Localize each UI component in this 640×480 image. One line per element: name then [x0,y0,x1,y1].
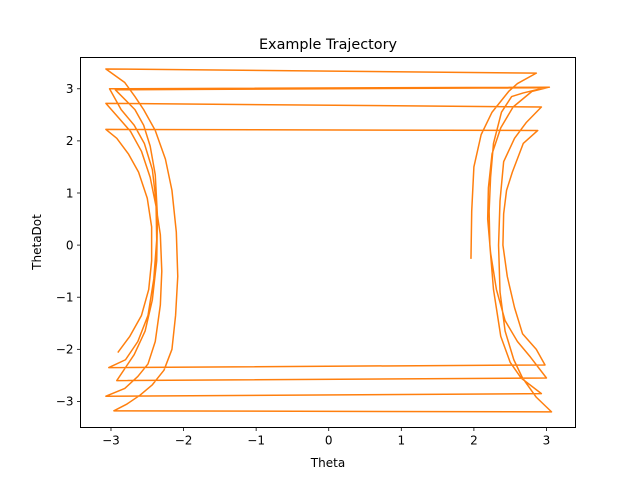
y-tick-label: −1 [56,291,74,305]
y-axis-label: ThetaDot [30,214,44,271]
x-tick-label: 2 [470,434,478,448]
y-tick-label: 1 [66,186,74,200]
y-tick-label: 3 [66,82,74,96]
y-tick-label: −2 [56,343,74,357]
axis-ticks: −3 −2 −1 0 1 2 3 −3 −2 −1 0 1 2 3 [56,82,550,447]
x-tick-label: −3 [102,434,120,448]
plot-area [105,68,553,413]
plot-frame [80,57,576,428]
y-tick-label: 0 [66,238,74,252]
x-tick-label: 3 [543,434,551,448]
chart-title: Example Trajectory [259,37,398,53]
x-tick-label: −2 [175,434,193,448]
x-axis-label: Theta [310,456,345,470]
y-tick-label: 2 [66,134,74,148]
x-tick-label: 1 [397,434,405,448]
y-tick-label: −3 [56,395,74,409]
trajectory-line [105,68,553,413]
x-tick-label: −1 [247,434,265,448]
x-tick-label: 0 [325,434,333,448]
